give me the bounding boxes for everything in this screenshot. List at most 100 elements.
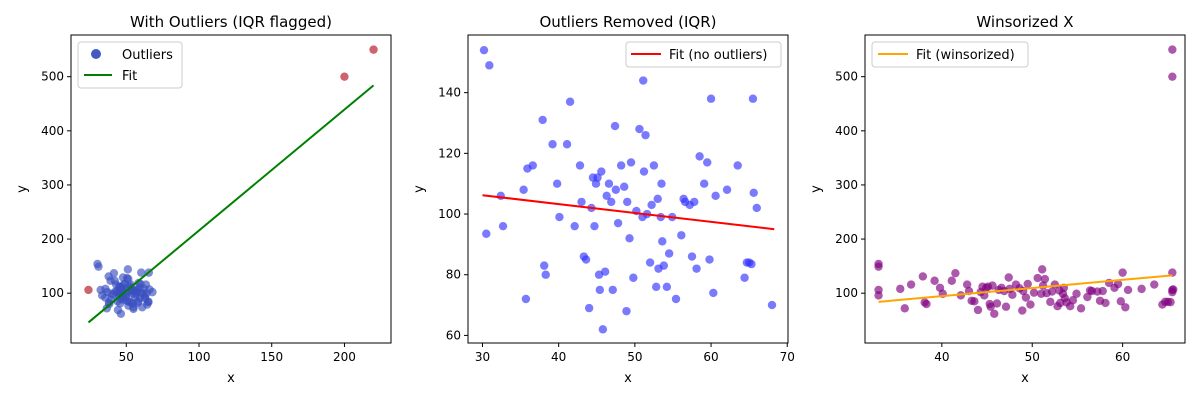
data-point xyxy=(1068,296,1078,305)
legend-label-outliers: Outliers xyxy=(122,48,173,63)
data-point xyxy=(575,161,585,170)
data-point xyxy=(1168,72,1177,81)
data-point xyxy=(593,173,602,182)
data-point xyxy=(687,252,697,261)
y-tick-label: 500 xyxy=(835,70,858,84)
data-point xyxy=(1018,306,1027,315)
data-point xyxy=(1116,297,1126,306)
data-point xyxy=(651,282,661,292)
data-point xyxy=(340,72,349,81)
data-point xyxy=(664,249,674,258)
y-axis-label: y xyxy=(809,185,824,193)
data-point xyxy=(1040,274,1050,284)
data-point xyxy=(709,288,718,298)
data-point xyxy=(639,167,649,176)
chart-title: Outliers Removed (IQR) xyxy=(539,13,716,31)
data-point xyxy=(1166,297,1175,307)
data-point xyxy=(767,300,777,310)
x-tick-label: 200 xyxy=(333,350,356,364)
chart-panel-2: Outliers Removed (IQR) 30 40 50 60 70 60 80 100… xyxy=(412,13,795,386)
data-point xyxy=(752,203,761,213)
data-point xyxy=(1047,287,1057,296)
series-points-1 xyxy=(874,45,1178,318)
fit-line-fit xyxy=(87,84,375,324)
data-point xyxy=(699,179,709,188)
data-point xyxy=(479,45,489,55)
data-point xyxy=(695,152,704,161)
x-tick-label: 100 xyxy=(188,350,211,364)
data-point xyxy=(109,268,119,278)
data-point xyxy=(498,221,508,231)
data-point xyxy=(635,124,644,134)
y-tick-label: 400 xyxy=(835,124,858,138)
data-point xyxy=(659,261,669,270)
data-point xyxy=(1150,280,1159,289)
chart-panel-1: With Outliers (IQR flagged) 50 100 150 200 1… xyxy=(15,13,392,386)
data-point xyxy=(581,255,591,264)
x-tick-label: 50 xyxy=(1025,350,1040,364)
data-point xyxy=(623,197,632,207)
y-tick-label: 500 xyxy=(41,70,64,84)
data-point xyxy=(1121,303,1130,312)
x-tick-label: 30 xyxy=(475,350,490,364)
y-axis-label: y xyxy=(412,185,427,193)
data-point xyxy=(1101,298,1110,308)
data-point xyxy=(677,231,686,240)
data-point xyxy=(626,158,636,167)
data-point xyxy=(584,303,594,313)
y-tick-label: 100 xyxy=(438,207,461,221)
data-point xyxy=(992,299,1002,308)
data-point xyxy=(137,268,146,277)
data-point xyxy=(482,229,491,238)
axes-frame xyxy=(467,34,789,344)
x-tick-label: 150 xyxy=(260,350,283,364)
series-outliers xyxy=(93,259,157,318)
data-point xyxy=(1008,290,1017,300)
data-point xyxy=(607,197,616,207)
data-point xyxy=(608,285,617,295)
data-point xyxy=(610,121,620,131)
x-tick-label: 60 xyxy=(1115,350,1130,364)
x-tick-label: 50 xyxy=(627,350,642,364)
data-point xyxy=(541,270,550,279)
chart-panel-3: Winsorized X 40 50 60 100 200 300 400 500 x y F… xyxy=(809,13,1186,386)
data-point xyxy=(671,294,681,304)
data-point xyxy=(1037,265,1047,274)
data-point xyxy=(947,276,956,285)
x-axis-label: x xyxy=(1021,371,1029,386)
data-point xyxy=(562,140,572,149)
legend-label-fit-no-outliers: Fit (no outliers) xyxy=(669,48,767,63)
data-point xyxy=(1072,289,1081,298)
fit-line-fit-no-outliers xyxy=(482,194,775,231)
x-tick-label: 70 xyxy=(780,350,795,364)
data-point xyxy=(1137,284,1146,294)
series-points-2 xyxy=(84,45,378,295)
data-point xyxy=(597,167,606,176)
data-point xyxy=(962,280,972,289)
axes-frame xyxy=(70,34,392,344)
data-point xyxy=(565,97,575,106)
data-point xyxy=(600,267,610,276)
y-tick-label: 60 xyxy=(446,328,461,342)
data-point xyxy=(749,188,758,197)
data-point xyxy=(629,273,638,282)
chart-title: Winsorized X xyxy=(976,13,1073,31)
data-point xyxy=(604,179,614,188)
data-point xyxy=(1029,288,1039,297)
data-point xyxy=(528,161,537,170)
data-point xyxy=(539,261,549,270)
data-point xyxy=(611,185,621,194)
legend-frame xyxy=(625,41,782,68)
x-axis-label: x xyxy=(227,371,235,386)
data-point xyxy=(570,221,579,231)
data-point xyxy=(662,282,672,292)
y-tick-label: 120 xyxy=(438,146,461,160)
x-axis-label: x xyxy=(624,371,632,386)
data-point xyxy=(521,294,531,304)
y-tick-label: 200 xyxy=(835,232,858,246)
x-tick-label: 50 xyxy=(119,350,134,364)
data-point xyxy=(1113,279,1123,289)
data-point xyxy=(538,115,547,125)
data-point xyxy=(616,161,626,170)
